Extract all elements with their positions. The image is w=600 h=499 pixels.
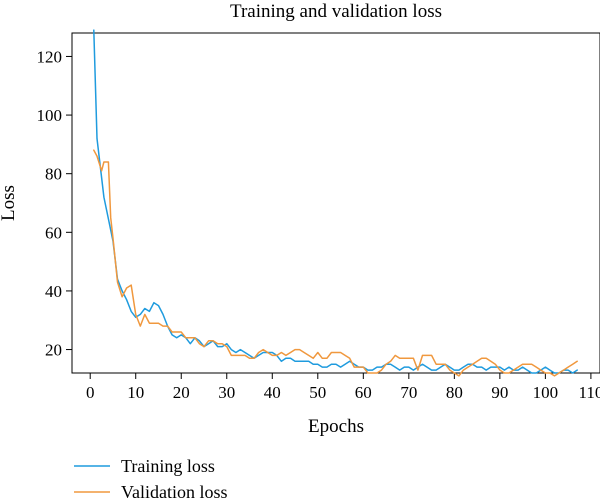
y-tick-label: 60	[45, 223, 62, 242]
x-axis-label: Epochs	[308, 416, 364, 437]
x-tick-label: 70	[400, 383, 417, 402]
x-axis: 0 10 20 30 40 50 60 70 80 90 100 110	[86, 373, 600, 402]
y-tick-label: 100	[37, 106, 63, 125]
x-tick-label: 30	[218, 383, 235, 402]
x-tick-label: 20	[173, 383, 190, 402]
series-line-training-loss	[93, 29, 578, 374]
chart-title: Training and validation loss	[230, 1, 442, 22]
x-tick-label: 100	[533, 383, 559, 402]
x-tick-label: 40	[264, 383, 281, 402]
y-tick-label: 80	[45, 165, 62, 184]
series-line-validation-loss	[93, 149, 578, 377]
x-tick-label: 90	[491, 383, 508, 402]
x-tick-label: 50	[309, 383, 326, 402]
legend-label: Training loss	[121, 456, 215, 476]
y-axis-label: Loss	[0, 185, 19, 221]
y-tick-label: 20	[45, 341, 62, 360]
x-tick-label: 10	[127, 383, 144, 402]
legend-label: Validation loss	[121, 482, 228, 499]
legend: Training loss Validation loss	[74, 456, 228, 499]
x-tick-label: 60	[355, 383, 372, 402]
y-tick-label: 40	[45, 282, 62, 301]
plot-area-frame	[71, 32, 600, 374]
x-tick-label: 80	[446, 383, 463, 402]
x-tick-label: 0	[86, 383, 95, 402]
series-layer	[93, 29, 578, 377]
x-tick-label: 110	[578, 383, 600, 402]
y-tick-label: 120	[37, 47, 63, 66]
y-axis: 20 40 60 80 100 120	[37, 47, 72, 360]
